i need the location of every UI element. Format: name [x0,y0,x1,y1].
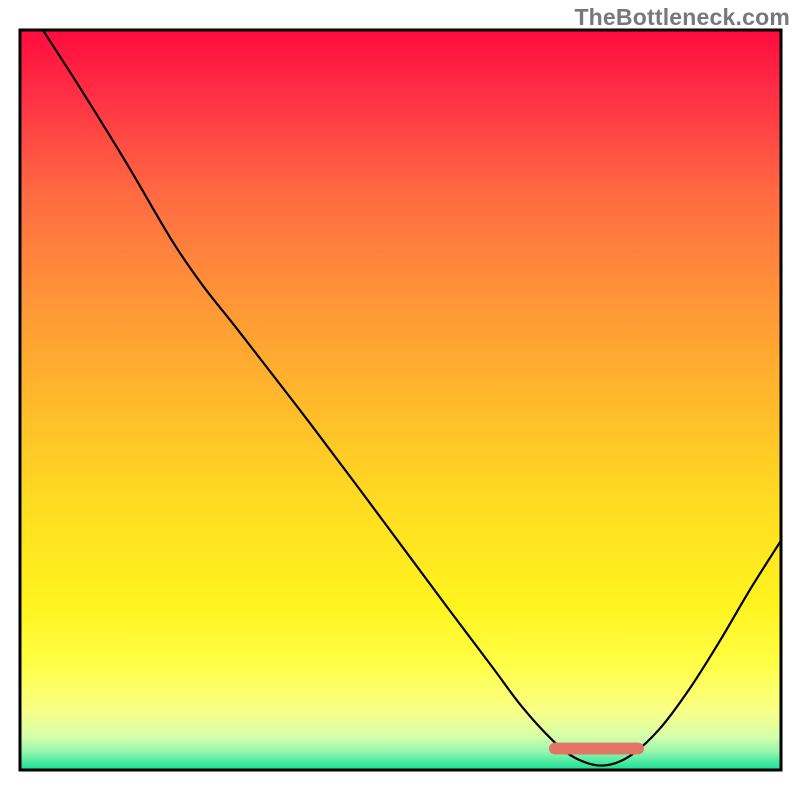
gradient-background [20,30,781,770]
bottleneck-chart [0,0,800,800]
watermark-text: TheBottleneck.com [574,4,790,31]
chart-container: TheBottleneck.com [0,0,800,800]
optimum-band-marker [549,743,644,755]
